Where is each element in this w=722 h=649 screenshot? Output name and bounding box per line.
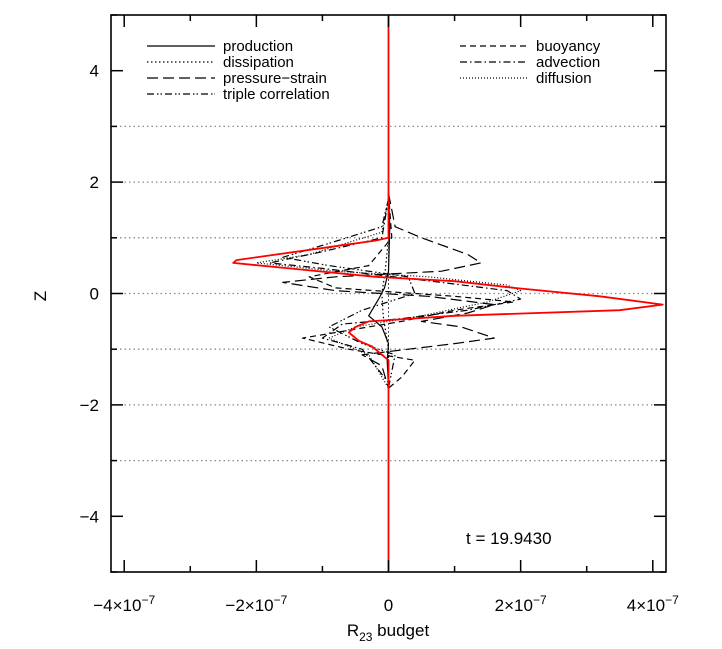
x-axis-label: R23 budget xyxy=(347,621,430,644)
series-line-total xyxy=(232,15,664,572)
y-tick-label: 4 xyxy=(90,62,99,81)
x-axis-label-main: R xyxy=(347,621,359,640)
legend: productiondissipationpressure−straintrip… xyxy=(147,38,601,103)
y-tick-label: −2 xyxy=(80,396,99,415)
series-layer xyxy=(232,15,664,572)
x-tick-label: 4×10−7 xyxy=(627,593,679,615)
x-tick-label: −2×10−7 xyxy=(225,593,287,615)
y-tick-label: 0 xyxy=(90,285,99,304)
legend-label: production xyxy=(223,38,293,55)
legend-label: buoyancy xyxy=(536,38,601,55)
y-tick-label: 2 xyxy=(90,173,99,192)
y-axis-label: Z xyxy=(31,291,50,301)
x-axis-label-rest: budget xyxy=(372,621,429,640)
legend-label: triple correlation xyxy=(223,86,330,103)
x-tick-label: 0 xyxy=(384,596,393,615)
x-axis-ticks: −4×10−7 −2×10−7 0 2×10−7 4×10−7 xyxy=(93,15,679,615)
legend-label: diffusion xyxy=(536,70,592,87)
legend-label: advection xyxy=(536,54,600,71)
legend-label: dissipation xyxy=(223,54,294,71)
series-line-advection xyxy=(269,198,522,383)
y-tick-label: −4 xyxy=(80,507,99,526)
series-line-triple-correlation xyxy=(282,198,416,389)
x-tick-label: 2×10−7 xyxy=(495,593,547,615)
y-axis-ticks: −4 −2 0 2 4 xyxy=(80,14,666,573)
legend-label: pressure−strain xyxy=(223,70,327,87)
series-line-buoyancy xyxy=(302,193,515,389)
annotation-time: t = 19.9430 xyxy=(466,529,552,548)
x-tick-label: −4×10−7 xyxy=(93,593,155,615)
x-axis-label-sub: 23 xyxy=(359,630,373,644)
series-line-pressure-strain xyxy=(282,193,495,389)
